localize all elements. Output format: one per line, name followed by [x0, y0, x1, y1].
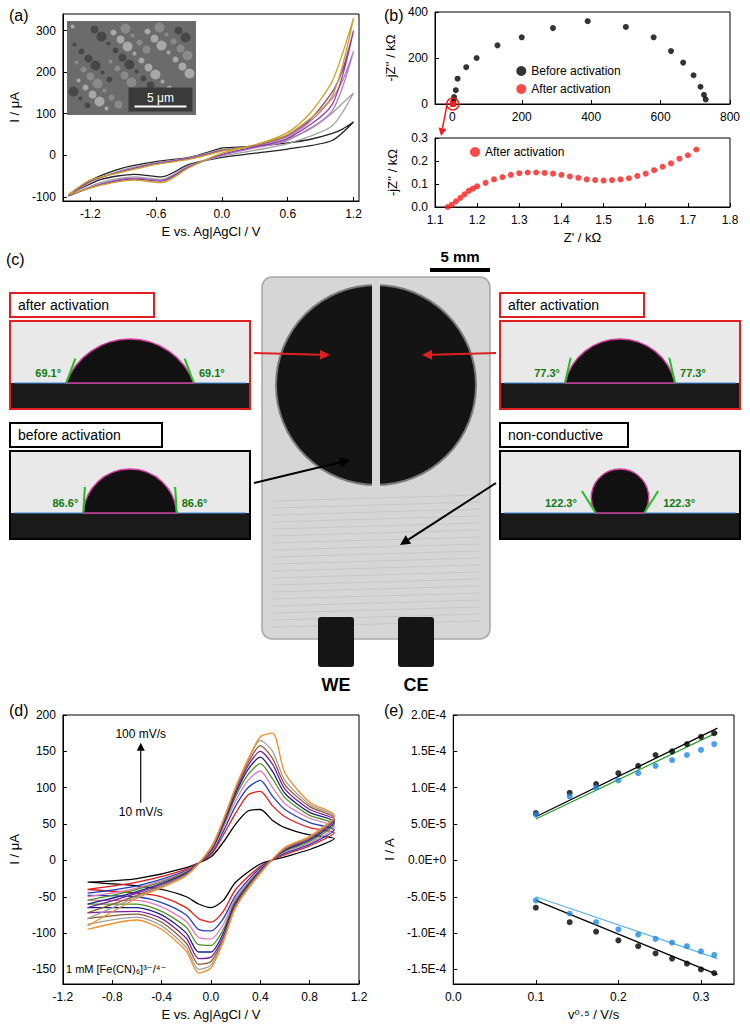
svg-text:69.1°: 69.1°	[199, 367, 225, 379]
svg-text:before activation: before activation	[18, 427, 121, 443]
svg-text:5 mm: 5 mm	[440, 248, 479, 265]
svg-text:-150: -150	[32, 962, 56, 976]
svg-text:1.2: 1.2	[469, 213, 486, 227]
svg-text:0: 0	[421, 97, 428, 111]
svg-text:0.0: 0.0	[214, 207, 231, 221]
svg-text:1.5: 1.5	[595, 213, 612, 227]
svg-text:5.0E-5: 5.0E-5	[411, 817, 447, 831]
svg-text:after activation: after activation	[508, 297, 599, 313]
svg-text:0.4: 0.4	[252, 990, 269, 1004]
svg-text:WE: WE	[322, 675, 351, 695]
svg-text:E vs. Ag|AgCl / V: E vs. Ag|AgCl / V	[162, 224, 261, 239]
svg-text:150: 150	[36, 744, 56, 758]
svg-text:86.6°: 86.6°	[52, 497, 78, 509]
svg-text:-100: -100	[32, 926, 56, 940]
svg-text:100: 100	[36, 781, 56, 795]
svg-text:10 mV/s: 10 mV/s	[119, 805, 163, 819]
svg-text:400: 400	[581, 110, 601, 124]
svg-text:77.3°: 77.3°	[680, 367, 706, 379]
svg-text:0.0E+0: 0.0E+0	[408, 853, 447, 867]
svg-text:(c): (c)	[6, 251, 25, 268]
svg-text:-0.4: -0.4	[151, 990, 172, 1004]
svg-text:0.8: 0.8	[301, 990, 318, 1004]
svg-text:after activation: after activation	[18, 297, 109, 313]
svg-text:200: 200	[512, 110, 532, 124]
svg-text:0: 0	[449, 110, 456, 124]
svg-text:non-conductive: non-conductive	[508, 427, 603, 443]
svg-text:-0.6: -0.6	[146, 207, 167, 221]
svg-text:800: 800	[720, 110, 740, 124]
svg-text:1.5E-4: 1.5E-4	[411, 744, 447, 758]
svg-text:-5.0E-5: -5.0E-5	[407, 890, 447, 904]
svg-text:(a): (a)	[9, 7, 29, 24]
svg-text:I / μA: I / μA	[7, 92, 22, 123]
svg-text:0.0: 0.0	[411, 200, 428, 214]
svg-text:-jZ'' / kΩ: -jZ'' / kΩ	[383, 34, 398, 81]
svg-text:Z' / kΩ: Z' / kΩ	[564, 230, 602, 245]
svg-text:-1.2: -1.2	[80, 207, 101, 221]
svg-text:-50: -50	[39, 890, 57, 904]
svg-text:-0.8: -0.8	[102, 990, 123, 1004]
svg-text:0.3: 0.3	[693, 990, 710, 1004]
svg-text:1.7: 1.7	[680, 213, 697, 227]
svg-text:100: 100	[36, 107, 56, 121]
svg-text:600: 600	[651, 110, 671, 124]
svg-text:86.6°: 86.6°	[182, 497, 208, 509]
svg-text:0: 0	[49, 148, 56, 162]
svg-text:0.0: 0.0	[445, 990, 462, 1004]
svg-text:1 mM [Fe(CN)₆]³⁻/⁴⁻: 1 mM [Fe(CN)₆]³⁻/⁴⁻	[66, 963, 166, 975]
svg-text:2.0E-4: 2.0E-4	[411, 708, 447, 722]
svg-text:I / A: I / A	[382, 838, 397, 861]
svg-text:200: 200	[408, 51, 428, 65]
svg-text:0.2: 0.2	[610, 990, 627, 1004]
svg-text:77.3°: 77.3°	[534, 367, 560, 379]
svg-text:v⁰·⁵ / V/s: v⁰·⁵ / V/s	[568, 1007, 620, 1022]
svg-text:CE: CE	[403, 675, 428, 695]
svg-text:1.0E-4: 1.0E-4	[411, 781, 447, 795]
svg-text:300: 300	[36, 24, 56, 38]
svg-text:1.4: 1.4	[553, 213, 570, 227]
svg-text:122.3°: 122.3°	[545, 497, 577, 509]
svg-text:(b): (b)	[384, 7, 404, 24]
svg-text:(d): (d)	[9, 702, 29, 719]
svg-text:1.8: 1.8	[722, 213, 739, 227]
svg-text:200: 200	[36, 65, 56, 79]
svg-text:After activation: After activation	[531, 82, 610, 96]
svg-text:-jZ'' / kΩ: -jZ'' / kΩ	[385, 149, 400, 196]
svg-text:0.0: 0.0	[203, 990, 220, 1004]
svg-text:0.3: 0.3	[411, 131, 428, 145]
svg-text:0.2: 0.2	[411, 154, 428, 168]
svg-text:-100: -100	[32, 190, 56, 204]
svg-text:400: 400	[408, 5, 428, 19]
svg-text:I / μA: I / μA	[7, 834, 22, 865]
svg-text:5 μm: 5 μm	[147, 91, 174, 105]
svg-text:1.6: 1.6	[637, 213, 654, 227]
svg-text:50: 50	[43, 817, 57, 831]
svg-text:(e): (e)	[384, 702, 404, 719]
svg-text:0: 0	[49, 853, 56, 867]
svg-text:After activation: After activation	[485, 145, 564, 159]
svg-text:Before activation: Before activation	[531, 64, 620, 78]
svg-text:0.1: 0.1	[411, 177, 428, 191]
svg-text:200: 200	[36, 708, 56, 722]
svg-text:1.2: 1.2	[345, 207, 362, 221]
svg-text:-1.2: -1.2	[53, 990, 74, 1004]
svg-text:122.3°: 122.3°	[663, 497, 695, 509]
svg-text:1.2: 1.2	[351, 990, 368, 1004]
svg-text:E vs. Ag|AgCl / V: E vs. Ag|AgCl / V	[162, 1007, 261, 1022]
svg-text:-1.0E-4: -1.0E-4	[407, 926, 447, 940]
svg-text:69.1°: 69.1°	[35, 367, 61, 379]
svg-text:-1.5E-4: -1.5E-4	[407, 962, 447, 976]
svg-text:1.3: 1.3	[511, 213, 528, 227]
svg-text:0.1: 0.1	[527, 990, 544, 1004]
svg-text:100 mV/s: 100 mV/s	[115, 727, 166, 741]
svg-text:0.6: 0.6	[279, 207, 296, 221]
svg-text:1.1: 1.1	[427, 213, 444, 227]
